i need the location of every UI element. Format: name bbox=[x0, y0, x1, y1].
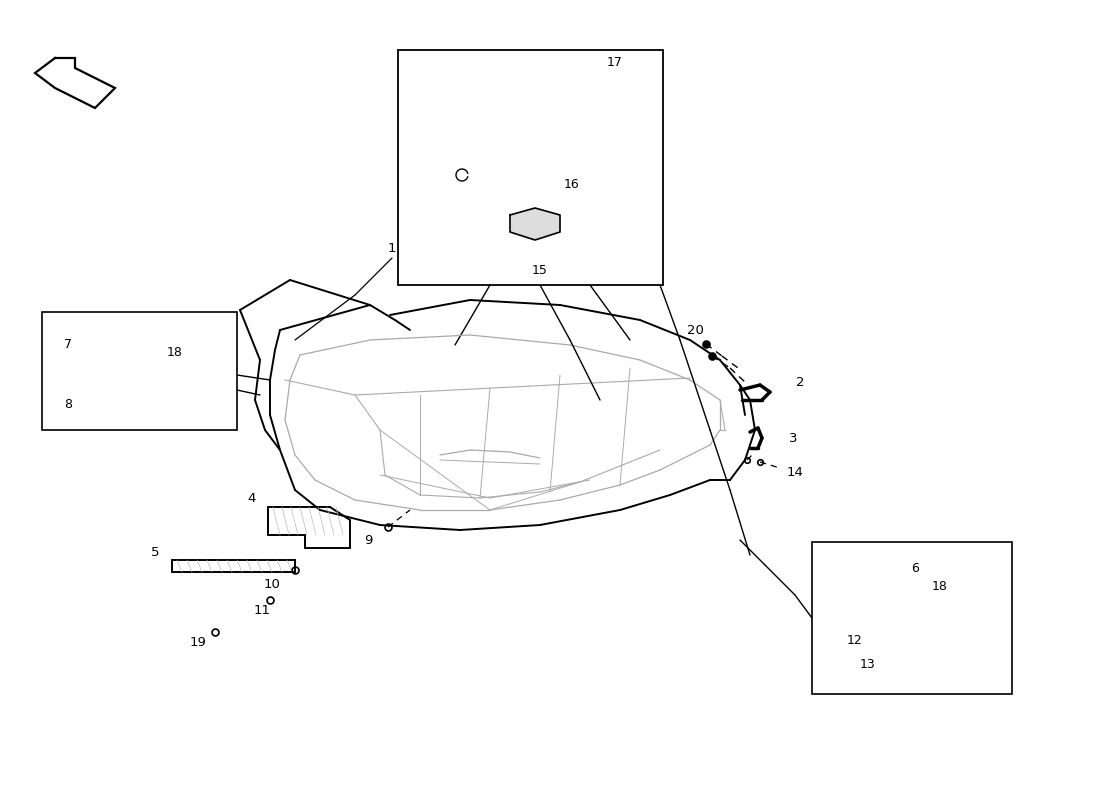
Text: 4: 4 bbox=[248, 491, 256, 505]
FancyBboxPatch shape bbox=[812, 542, 1012, 694]
Text: 14: 14 bbox=[786, 466, 803, 478]
Text: 9: 9 bbox=[364, 534, 372, 546]
Text: 10: 10 bbox=[264, 578, 280, 591]
Text: 8: 8 bbox=[64, 398, 72, 411]
Text: 3: 3 bbox=[789, 431, 797, 445]
Text: 1: 1 bbox=[387, 242, 396, 254]
Text: 13: 13 bbox=[860, 658, 876, 671]
FancyBboxPatch shape bbox=[42, 312, 236, 430]
Text: 2: 2 bbox=[795, 375, 804, 389]
Text: 18: 18 bbox=[932, 581, 948, 594]
Text: 11: 11 bbox=[253, 603, 271, 617]
Text: 17: 17 bbox=[607, 55, 623, 69]
Text: 12: 12 bbox=[847, 634, 862, 646]
Text: 5: 5 bbox=[151, 546, 160, 559]
Text: 15: 15 bbox=[532, 263, 548, 277]
Text: 19: 19 bbox=[189, 635, 207, 649]
Text: 18: 18 bbox=[167, 346, 183, 358]
Text: 6: 6 bbox=[911, 562, 918, 574]
FancyBboxPatch shape bbox=[398, 50, 663, 285]
Polygon shape bbox=[510, 208, 560, 240]
Text: 16: 16 bbox=[564, 178, 580, 191]
Text: 7: 7 bbox=[64, 338, 72, 351]
Text: 20: 20 bbox=[686, 323, 703, 337]
